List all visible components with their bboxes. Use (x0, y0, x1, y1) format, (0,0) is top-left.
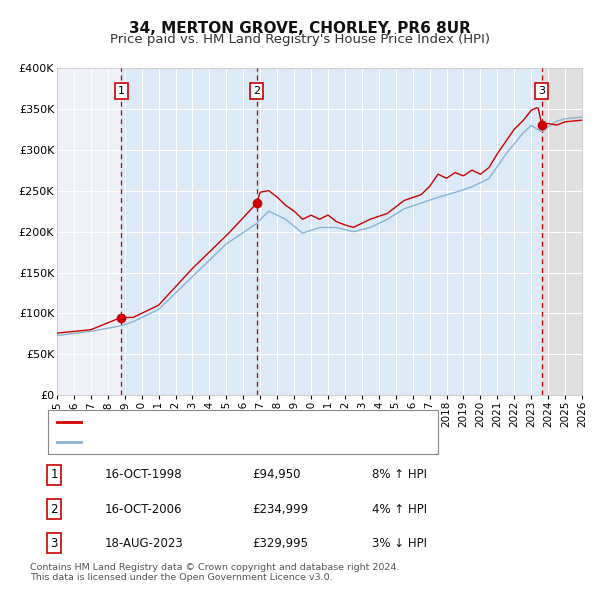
Text: Price paid vs. HM Land Registry's House Price Index (HPI): Price paid vs. HM Land Registry's House … (110, 33, 490, 46)
Text: £329,995: £329,995 (252, 537, 308, 550)
Text: 18-AUG-2023: 18-AUG-2023 (105, 537, 184, 550)
Bar (121, 68, 257, 395)
Bar (257, 68, 542, 395)
Text: 34, MERTON GROVE, CHORLEY, PR6 8UR: 34, MERTON GROVE, CHORLEY, PR6 8UR (129, 21, 471, 35)
Bar (57, 68, 121, 395)
Text: 1: 1 (50, 468, 58, 481)
Text: 3% ↓ HPI: 3% ↓ HPI (372, 537, 427, 550)
Text: £234,999: £234,999 (252, 503, 308, 516)
Bar (542, 68, 582, 395)
Text: 16-OCT-2006: 16-OCT-2006 (105, 503, 182, 516)
Text: HPI: Average price, detached house, Chorley: HPI: Average price, detached house, Chor… (87, 435, 351, 448)
Text: 2: 2 (50, 503, 58, 516)
Text: 4% ↑ HPI: 4% ↑ HPI (372, 503, 427, 516)
Text: 8% ↑ HPI: 8% ↑ HPI (372, 468, 427, 481)
Text: 1: 1 (118, 86, 125, 96)
Text: This data is licensed under the Open Government Licence v3.0.: This data is licensed under the Open Gov… (30, 573, 332, 582)
Text: 3: 3 (50, 537, 58, 550)
Text: 2: 2 (253, 86, 260, 96)
Text: 3: 3 (538, 86, 545, 96)
Text: £94,950: £94,950 (252, 468, 301, 481)
Text: Contains HM Land Registry data © Crown copyright and database right 2024.: Contains HM Land Registry data © Crown c… (30, 563, 400, 572)
Text: 16-OCT-1998: 16-OCT-1998 (105, 468, 182, 481)
Text: 34, MERTON GROVE, CHORLEY, PR6 8UR (detached house): 34, MERTON GROVE, CHORLEY, PR6 8UR (deta… (87, 416, 433, 429)
